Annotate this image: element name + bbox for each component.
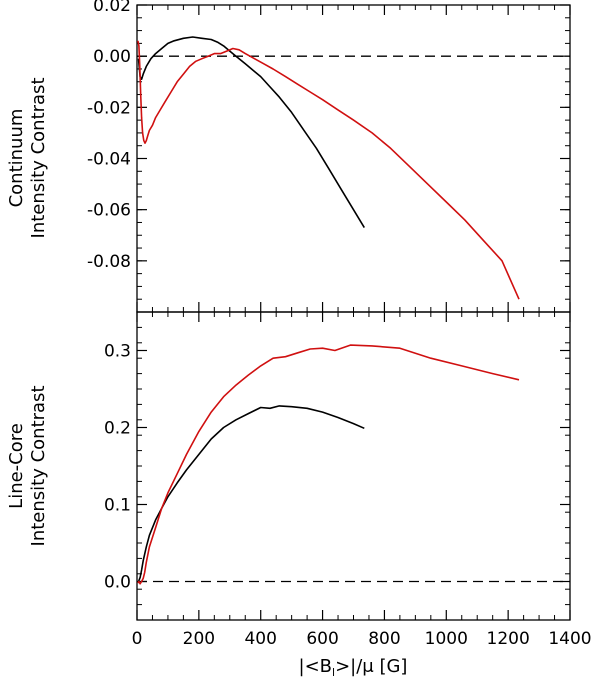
- top-ylabel-line1: Continuum: [6, 109, 27, 208]
- bottom-y-tick-label: 0.3: [104, 342, 131, 362]
- top-y-tick-label: -0.04: [87, 150, 131, 170]
- x-axis-label-tail: >|/μ [G]: [335, 656, 407, 677]
- x-axis-label-main: |<B: [299, 656, 333, 677]
- x-tick-label: 1000: [425, 629, 468, 649]
- top-y-tick-label: -0.06: [87, 201, 131, 221]
- bottom-series-black: [137, 405, 365, 582]
- x-axis-label-sub: l: [332, 666, 335, 679]
- top-series-black: [137, 36, 365, 229]
- top-y-tick-label: -0.08: [87, 252, 131, 272]
- top-y-tick-label: -0.02: [87, 98, 131, 118]
- bottom-series-red: [137, 344, 520, 585]
- top-y-tick-label: 0.00: [93, 47, 131, 67]
- bottom-panel-frame: [136, 311, 571, 621]
- bottom-y-tick-label: 0.2: [104, 419, 131, 439]
- x-tick-label: 200: [183, 629, 215, 649]
- x-tick-label: 800: [368, 629, 400, 649]
- x-tick-label: 1200: [487, 629, 530, 649]
- bottom-panel: Line-Core Intensity Contrast |<Bl>|/μ [G…: [6, 311, 592, 679]
- top-ylabel-line2: Intensity Contrast: [28, 78, 49, 239]
- x-tick-label: 400: [244, 629, 276, 649]
- x-tick-label: 600: [306, 629, 338, 649]
- x-tick-label: 0: [132, 629, 143, 649]
- bottom-y-tick-label: 0.1: [104, 496, 131, 516]
- top-series-red: [137, 40, 520, 300]
- bottom-ylabel-line2: Intensity Contrast: [28, 386, 49, 547]
- top-y-tick-label: 0.02: [93, 0, 131, 16]
- bottom-y-tick-label: 0.0: [104, 573, 131, 593]
- top-panel: Continuum Intensity Contrast 0.02 0.00 -0.…: [6, 0, 571, 313]
- x-axis-label: |<Bl>|/μ [G]: [299, 656, 408, 679]
- bottom-ylabel-line1: Line-Core: [6, 423, 27, 509]
- x-tick-label: 1400: [548, 629, 591, 649]
